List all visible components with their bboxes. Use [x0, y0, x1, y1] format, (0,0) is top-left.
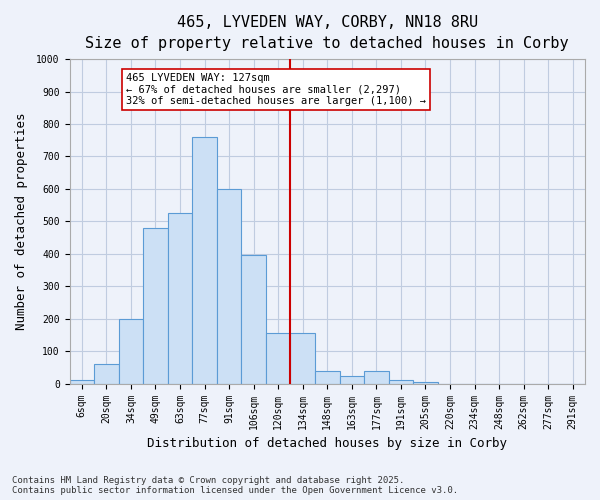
Bar	[413, 382, 438, 384]
Text: 465 LYVEDEN WAY: 127sqm
← 67% of detached houses are smaller (2,297)
32% of semi: 465 LYVEDEN WAY: 127sqm ← 67% of detache…	[126, 72, 426, 106]
Bar	[389, 380, 413, 384]
Bar	[290, 334, 315, 384]
Bar	[217, 189, 241, 384]
Bar	[168, 214, 192, 384]
Bar	[241, 256, 266, 384]
Bar	[143, 228, 168, 384]
Bar	[315, 370, 340, 384]
Bar	[364, 370, 389, 384]
Bar	[192, 137, 217, 384]
Y-axis label: Number of detached properties: Number of detached properties	[15, 112, 28, 330]
Bar	[340, 376, 364, 384]
Text: Contains HM Land Registry data © Crown copyright and database right 2025.
Contai: Contains HM Land Registry data © Crown c…	[12, 476, 458, 495]
Bar	[70, 380, 94, 384]
Bar	[119, 319, 143, 384]
X-axis label: Distribution of detached houses by size in Corby: Distribution of detached houses by size …	[147, 437, 507, 450]
Bar	[266, 334, 290, 384]
Title: 465, LYVEDEN WAY, CORBY, NN18 8RU
Size of property relative to detached houses i: 465, LYVEDEN WAY, CORBY, NN18 8RU Size o…	[85, 15, 569, 51]
Bar	[94, 364, 119, 384]
